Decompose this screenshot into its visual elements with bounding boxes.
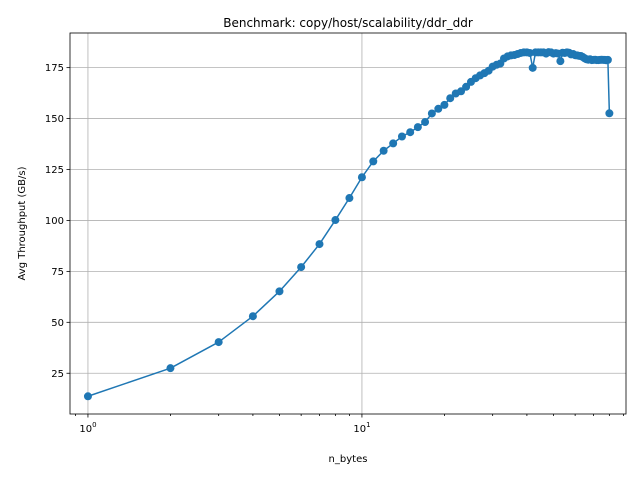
y-tick-label: 25 (51, 369, 64, 380)
data-point (603, 55, 612, 64)
data-point (446, 94, 455, 103)
x-axis-label: n_bytes (329, 454, 368, 465)
data-point (605, 109, 614, 118)
data-point (406, 128, 415, 137)
data-point (379, 146, 388, 155)
data-point (427, 109, 436, 118)
data-point (214, 338, 223, 347)
y-axis-label: Avg Throughput (GB/s) (17, 166, 28, 280)
axis-ticks: 25 50 75 100 125 150 175 100 101 (45, 63, 624, 435)
data-point (357, 173, 366, 182)
data-point (434, 104, 443, 113)
data-point (275, 287, 284, 296)
y-tick-label: 125 (45, 165, 64, 176)
y-tick-label: 75 (51, 267, 64, 278)
data-point (166, 364, 175, 373)
x-tick-label: 101 (353, 421, 370, 435)
data-point (248, 312, 257, 321)
data-point (389, 139, 398, 148)
y-tick-label: 175 (45, 63, 64, 74)
data-point (369, 157, 378, 166)
data-point (83, 392, 92, 401)
data-point (528, 63, 537, 72)
data-point (556, 57, 565, 66)
data-point (297, 263, 306, 272)
grid (70, 33, 626, 414)
x-tick-label: 100 (79, 421, 96, 435)
y-tick-label: 50 (51, 318, 64, 329)
plot-frame (69, 32, 627, 415)
data-point (345, 194, 354, 203)
data-point (462, 82, 471, 91)
y-tick-label: 150 (45, 114, 64, 125)
data-point (413, 123, 422, 132)
data-point (315, 240, 324, 249)
data-point (397, 132, 406, 141)
data-point (440, 100, 449, 109)
y-tick-label: 100 (45, 216, 64, 227)
series-layer (83, 48, 614, 401)
data-point (421, 118, 430, 127)
data-point (331, 216, 340, 225)
chart-title: Benchmark: copy/host/scalability/ddr_ddr (223, 16, 473, 30)
